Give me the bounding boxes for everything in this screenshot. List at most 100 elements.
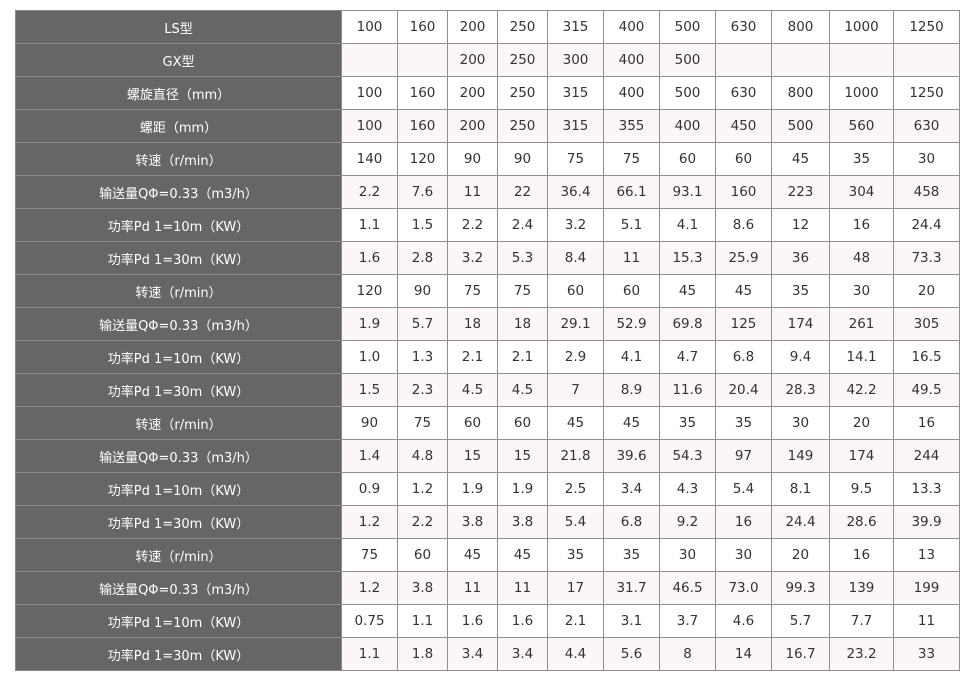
- table-cell: 400: [603, 43, 660, 77]
- row-header: 功率Pd 1=10m（KW）: [15, 604, 342, 638]
- table-cell: 400: [659, 109, 716, 143]
- table-cell: 3.4: [447, 637, 498, 671]
- table-cell: 3.4: [497, 637, 548, 671]
- row-header: 功率Pd 1=10m（KW）: [15, 340, 342, 374]
- table-cell: 24.4: [771, 505, 830, 539]
- table-row: 输送量QΦ=0.33（m3/h） 2.2 7.6 11 22 36.4 66.1 93.1 16…: [15, 175, 960, 209]
- table-cell: 30: [771, 406, 830, 440]
- table-cell: 3.8: [447, 505, 498, 539]
- table-cell: 12: [771, 208, 830, 242]
- table-cell: 200: [447, 43, 498, 77]
- table-cell: 75: [497, 274, 548, 308]
- table-cell: 35: [715, 406, 772, 440]
- table-cell: 6.8: [603, 505, 660, 539]
- table-cell: 54.3: [659, 439, 716, 473]
- table-cell: 3.7: [659, 604, 716, 638]
- table-cell: 11: [603, 241, 660, 275]
- table-cell: 450: [715, 109, 772, 143]
- table-cell: 2.2: [397, 505, 448, 539]
- table-cell: 1.1: [397, 604, 448, 638]
- table-cell: 1.9: [447, 472, 498, 506]
- table-cell: 11: [497, 571, 548, 605]
- table-cell: 3.8: [397, 571, 448, 605]
- table-cell: 60: [397, 538, 448, 572]
- table-cell: 250: [497, 109, 548, 143]
- table-cell: 60: [715, 142, 772, 176]
- table-cell: 8.6: [715, 208, 772, 242]
- table-cell: 45: [447, 538, 498, 572]
- table-row: GX型 200 250 300 400 500: [15, 43, 960, 77]
- table-cell: 35: [829, 142, 894, 176]
- table-cell: 140: [341, 142, 398, 176]
- table-cell: 5.4: [547, 505, 604, 539]
- spec-table-body: LS型 100 160 200 250 315 400 500 630 800 1000 1250 GX…: [15, 10, 960, 671]
- table-cell: 3.2: [447, 241, 498, 275]
- table-row: 功率Pd 1=30m（KW） 1.2 2.2 3.8 3.8 5.4 6.8 9.2 16 24.…: [15, 505, 960, 539]
- table-row: 转速（r/min） 90 75 60 60 45 45 35 35 30 20 16: [15, 406, 960, 440]
- table-row: 输送量QΦ=0.33（m3/h） 1.4 4.8 15 15 21.8 39.6 54.3 97…: [15, 439, 960, 473]
- table-row: 功率Pd 1=10m（KW） 0.75 1.1 1.6 1.6 2.1 3.1 3.7 4.6 5…: [15, 604, 960, 638]
- table-cell: 35: [659, 406, 716, 440]
- table-cell: 20: [771, 538, 830, 572]
- table-cell: 36.4: [547, 175, 604, 209]
- table-cell: 1.5: [341, 373, 398, 407]
- table-cell: 2.4: [497, 208, 548, 242]
- table-cell: 8.9: [603, 373, 660, 407]
- table-cell: 160: [397, 76, 448, 110]
- table-cell: 60: [497, 406, 548, 440]
- table-cell: 29.1: [547, 307, 604, 341]
- row-header: 功率Pd 1=30m（KW）: [15, 505, 342, 539]
- table-cell: 630: [893, 109, 960, 143]
- table-cell: 73.0: [715, 571, 772, 605]
- table-cell: 90: [447, 142, 498, 176]
- row-header: 功率Pd 1=30m（KW）: [15, 241, 342, 275]
- table-cell: 2.1: [547, 604, 604, 638]
- table-cell: 45: [715, 274, 772, 308]
- row-header: GX型: [15, 43, 342, 77]
- table-cell: 4.4: [547, 637, 604, 671]
- table-cell: 39.6: [603, 439, 660, 473]
- table-cell: 2.2: [341, 175, 398, 209]
- table-cell: 28.3: [771, 373, 830, 407]
- table-cell: 18: [447, 307, 498, 341]
- table-cell: 60: [547, 274, 604, 308]
- table-cell: 7: [547, 373, 604, 407]
- table-cell: 1.9: [497, 472, 548, 506]
- table-cell: 4.1: [603, 340, 660, 374]
- table-cell: 300: [547, 43, 604, 77]
- table-cell: 11.6: [659, 373, 716, 407]
- table-cell: 5.7: [397, 307, 448, 341]
- table-cell: 1000: [829, 10, 894, 44]
- table-cell: 3.4: [603, 472, 660, 506]
- table-cell: 120: [397, 142, 448, 176]
- table-cell: 9.4: [771, 340, 830, 374]
- table-cell: 52.9: [603, 307, 660, 341]
- table-cell: 21.8: [547, 439, 604, 473]
- table-cell: 315: [547, 10, 604, 44]
- table-cell: 18: [497, 307, 548, 341]
- table-row: 转速（r/min） 75 60 45 45 35 35 30 30 20 16 13: [15, 538, 960, 572]
- table-cell: 223: [771, 175, 830, 209]
- table-cell: 60: [603, 274, 660, 308]
- table-cell: 250: [497, 43, 548, 77]
- table-row: 功率Pd 1=30m（KW） 1.5 2.3 4.5 4.5 7 8.9 11.6 20.4 28…: [15, 373, 960, 407]
- table-cell: 2.8: [397, 241, 448, 275]
- table-cell: 199: [893, 571, 960, 605]
- table-cell: 20: [829, 406, 894, 440]
- table-row: LS型 100 160 200 250 315 400 500 630 800 1000 1250: [15, 10, 960, 44]
- table-cell: 120: [341, 274, 398, 308]
- table-cell: 1.1: [341, 208, 398, 242]
- table-cell: 315: [547, 76, 604, 110]
- table-cell: 15: [447, 439, 498, 473]
- table-cell: 1.1: [341, 637, 398, 671]
- table-cell: 1000: [829, 76, 894, 110]
- table-cell: 16: [715, 505, 772, 539]
- table-cell: 160: [715, 175, 772, 209]
- table-cell: 69.8: [659, 307, 716, 341]
- table-cell: 14: [715, 637, 772, 671]
- table-row: 功率Pd 1=10m（KW） 1.0 1.3 2.1 2.1 2.9 4.1 4.7 6.8 9.…: [15, 340, 960, 374]
- row-header: 输送量QΦ=0.33（m3/h）: [15, 439, 342, 473]
- spec-table: LS型 100 160 200 250 315 400 500 630 800 1000 1250 GX…: [15, 10, 960, 671]
- table-cell: 1.2: [341, 571, 398, 605]
- table-cell: 500: [659, 10, 716, 44]
